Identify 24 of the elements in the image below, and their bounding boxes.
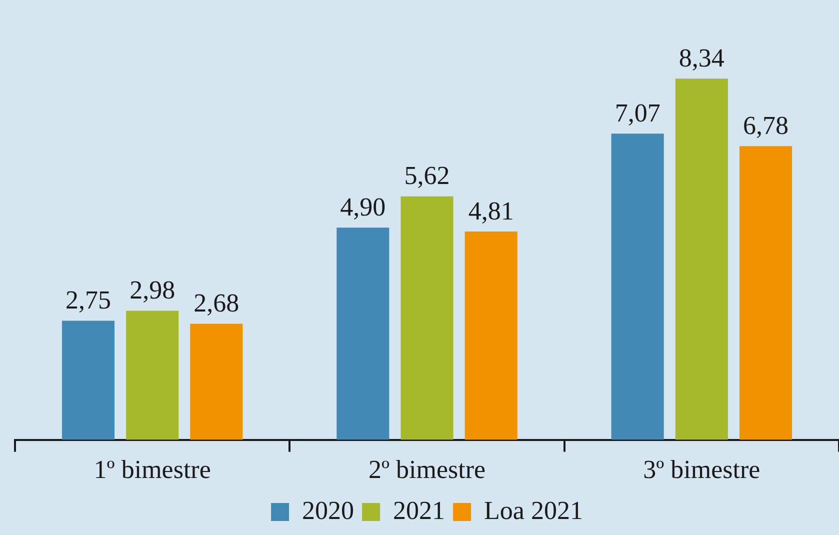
x-tick-label: 1º bimestre <box>94 455 211 484</box>
bar <box>400 196 454 440</box>
legend-label: 2020 <box>302 496 354 525</box>
data-label: 4,81 <box>468 196 514 226</box>
data-label: 5,62 <box>404 161 450 190</box>
legend-label: Loa 2021 <box>484 496 583 525</box>
bar <box>464 231 518 440</box>
bar <box>336 228 390 440</box>
data-label: 6,78 <box>743 110 789 140</box>
bar <box>62 320 115 440</box>
bar <box>739 146 792 440</box>
bar <box>126 310 179 440</box>
x-tick-label: 3º bimestre <box>643 455 760 484</box>
data-label: 2,98 <box>130 276 176 305</box>
data-label: 2,68 <box>194 288 240 318</box>
data-label: 7,07 <box>614 98 660 128</box>
data-label: 8,34 <box>678 43 724 72</box>
data-label: 2,75 <box>65 286 111 315</box>
x-tick-label: 2º bimestre <box>368 455 486 484</box>
bar <box>190 324 243 440</box>
bar <box>611 134 664 440</box>
bar <box>675 78 728 440</box>
legend-label: 2021 <box>393 496 446 525</box>
data-label: 4,90 <box>340 192 386 222</box>
